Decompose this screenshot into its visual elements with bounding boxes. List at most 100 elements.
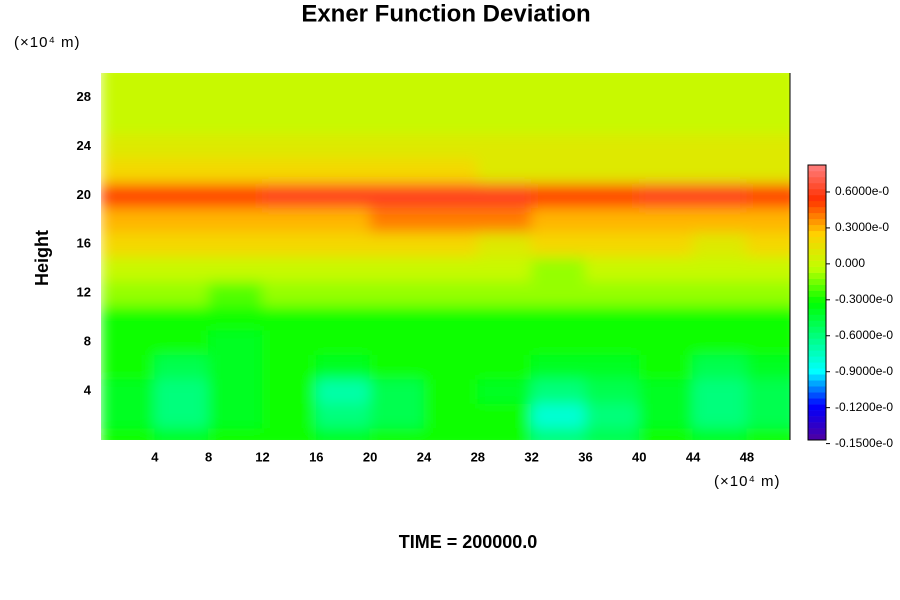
field-cell: [154, 133, 210, 160]
field-cell: [315, 427, 371, 440]
x-tick-label: 44: [686, 449, 701, 464]
colorbar-band: [808, 278, 826, 285]
field-cell: [692, 329, 748, 355]
field-cell: [584, 329, 640, 355]
field-cell: [315, 182, 371, 209]
field-cell: [369, 109, 425, 135]
field-cell: [638, 231, 694, 257]
colorbar-band: [808, 332, 826, 339]
colorbar-band: [808, 362, 826, 369]
field-cell: [584, 256, 640, 282]
field-cell: [746, 182, 790, 209]
field-cell: [692, 133, 748, 160]
field-cell: [154, 256, 210, 282]
field-cell: [531, 329, 586, 355]
field-cell: [638, 378, 694, 404]
field-cell: [369, 73, 425, 86]
field-cell: [584, 378, 640, 404]
colorbar-band: [808, 386, 826, 393]
field-cell: [531, 133, 586, 160]
field-cell: [101, 353, 156, 380]
field-cell: [315, 158, 371, 184]
field-cell: [746, 353, 790, 380]
field-cell: [315, 402, 371, 429]
field-cell: [692, 304, 748, 331]
field-cell: [423, 73, 479, 86]
field-cell: [315, 133, 371, 160]
field-cell: [423, 353, 479, 380]
field-cell: [531, 256, 586, 282]
field-cell: [477, 329, 533, 355]
field-cell: [531, 378, 586, 404]
field-cell: [423, 378, 479, 404]
field-cell: [531, 353, 586, 380]
field-cell: [261, 133, 317, 160]
field-cell: [101, 182, 156, 209]
field-cell: [154, 353, 210, 380]
field-cell: [584, 231, 640, 257]
field-cell: [477, 158, 533, 184]
colorbar-band: [808, 404, 826, 411]
y-tick-label: 8: [84, 334, 91, 349]
field-cell: [692, 353, 748, 380]
colorbar-band: [808, 236, 826, 244]
field-cell: [477, 304, 533, 331]
colorbar-band: [808, 398, 826, 405]
field-cell: [638, 207, 694, 233]
field-cell: [315, 256, 371, 282]
field-cell: [531, 427, 586, 440]
field-cell: [369, 133, 425, 160]
field-cell: [423, 231, 479, 257]
field-cell: [101, 402, 156, 429]
field-cell: [208, 256, 263, 282]
field-cell: [154, 84, 210, 111]
colorbar-band: [808, 182, 826, 190]
field-cell: [638, 109, 694, 135]
x-tick-label: 20: [363, 449, 377, 464]
field-cell: [208, 182, 263, 209]
field-cell: [638, 280, 694, 306]
field-cell: [154, 231, 210, 257]
colorbar-band: [808, 392, 826, 399]
field-cell: [746, 73, 790, 86]
field-cell: [531, 158, 586, 184]
field-cell: [531, 182, 586, 209]
field-cell: [261, 158, 317, 184]
field-cell: [638, 353, 694, 380]
colorbar-band: [808, 272, 826, 279]
x-tick-label: 28: [471, 449, 485, 464]
field-cell: [692, 231, 748, 257]
colorbar-band: [808, 230, 826, 238]
field-cell: [315, 73, 371, 86]
colorbar-band: [808, 188, 826, 196]
colorbar-label: -0.6000e-0: [835, 328, 893, 342]
field-cell: [101, 158, 156, 184]
colorbar-band: [808, 218, 826, 226]
field-cell: [154, 158, 210, 184]
field-cell: [638, 182, 694, 209]
field-cell: [584, 109, 640, 135]
field-cell: [531, 231, 586, 257]
colorbar-band: [808, 422, 826, 429]
field-cell: [477, 133, 533, 160]
field-cell: [315, 109, 371, 135]
field-cell: [423, 182, 479, 209]
field-cell: [477, 402, 533, 429]
field-cell: [423, 109, 479, 135]
field-cell: [208, 231, 263, 257]
field-cell: [101, 304, 156, 331]
field-cell: [477, 280, 533, 306]
colorbar-label: -0.1500e-0: [835, 436, 893, 450]
x-tick-label: 16: [309, 449, 323, 464]
field-cell: [746, 280, 790, 306]
colorbar-band: [808, 410, 826, 417]
colorbar-band: [808, 434, 826, 441]
colorbar-label: -0.9000e-0: [835, 364, 893, 378]
field-cell: [154, 427, 210, 440]
colorbar-band: [808, 206, 826, 214]
field-cell: [315, 207, 371, 233]
colorbar-band: [808, 320, 826, 327]
colorbar-band: [808, 380, 826, 387]
